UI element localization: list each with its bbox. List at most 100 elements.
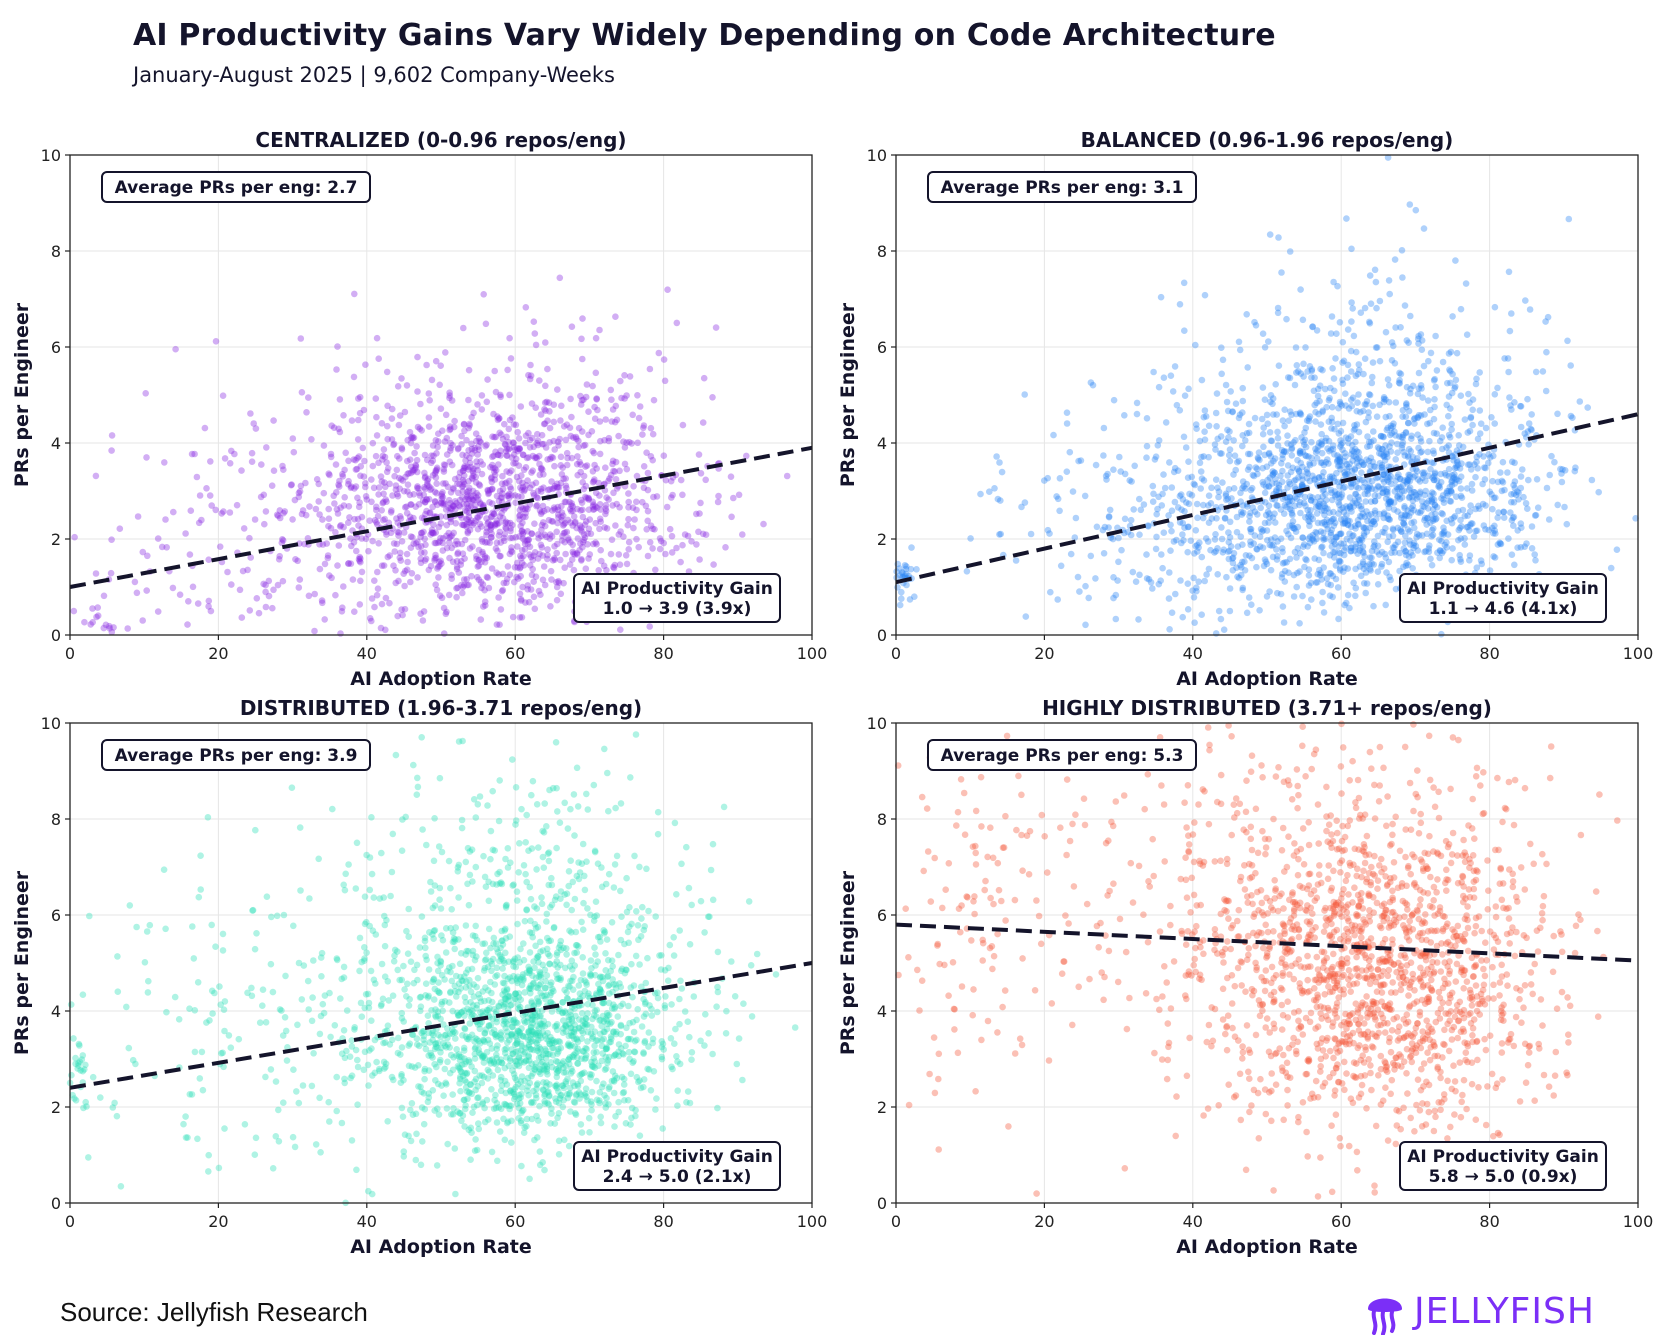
data-point bbox=[1446, 366, 1453, 374]
data-point bbox=[325, 515, 333, 522]
data-point bbox=[506, 391, 513, 399]
data-point bbox=[1265, 519, 1272, 526]
data-point bbox=[390, 440, 398, 448]
data-point bbox=[1607, 564, 1615, 572]
data-point bbox=[162, 516, 169, 523]
data-point bbox=[1430, 525, 1437, 532]
data-point bbox=[760, 520, 767, 528]
data-point bbox=[507, 1087, 514, 1095]
data-point bbox=[453, 593, 460, 601]
data-point bbox=[534, 441, 542, 449]
data-point bbox=[469, 521, 476, 529]
data-point bbox=[1194, 514, 1201, 522]
data-point bbox=[563, 421, 571, 429]
data-point bbox=[743, 452, 750, 460]
data-point bbox=[368, 595, 376, 602]
data-point bbox=[1255, 455, 1262, 463]
data-point bbox=[508, 467, 515, 475]
data-point bbox=[562, 475, 569, 482]
data-point bbox=[1143, 551, 1150, 558]
data-point bbox=[677, 977, 684, 985]
data-point bbox=[331, 1022, 339, 1029]
data-point bbox=[748, 1013, 756, 1020]
data-point bbox=[578, 335, 585, 343]
data-point bbox=[423, 496, 430, 503]
data-point bbox=[589, 478, 597, 486]
data-point bbox=[1244, 364, 1251, 371]
data-point bbox=[592, 334, 600, 342]
data-point bbox=[1398, 247, 1406, 254]
data-point bbox=[374, 585, 382, 592]
data-point bbox=[416, 489, 423, 497]
data-point bbox=[450, 503, 457, 510]
data-point bbox=[650, 396, 658, 404]
data-point bbox=[494, 1157, 501, 1165]
data-point bbox=[544, 551, 551, 559]
data-point bbox=[1457, 485, 1465, 492]
data-point bbox=[373, 432, 381, 439]
data-point bbox=[1136, 495, 1143, 503]
data-point bbox=[279, 537, 287, 544]
data-point bbox=[1367, 511, 1375, 518]
data-point bbox=[318, 597, 326, 604]
data-point bbox=[1171, 363, 1179, 370]
data-point bbox=[462, 984, 470, 991]
data-point bbox=[1431, 396, 1438, 403]
data-point bbox=[562, 436, 570, 444]
data-point bbox=[516, 590, 524, 598]
data-point bbox=[1312, 418, 1319, 425]
data-point bbox=[1190, 594, 1198, 601]
data-point bbox=[1281, 559, 1288, 566]
data-point bbox=[1100, 452, 1107, 459]
data-point bbox=[1302, 344, 1309, 351]
data-point bbox=[1500, 514, 1508, 521]
data-point bbox=[1417, 435, 1424, 442]
data-point bbox=[522, 439, 529, 447]
data-point bbox=[1335, 615, 1342, 623]
data-point bbox=[445, 591, 453, 599]
data-point bbox=[1430, 515, 1437, 523]
data-point bbox=[1284, 374, 1292, 381]
data-point bbox=[1215, 607, 1223, 615]
data-point bbox=[456, 503, 464, 510]
data-point bbox=[461, 427, 468, 435]
data-point bbox=[407, 501, 415, 508]
data-point bbox=[1226, 607, 1234, 615]
data-point bbox=[1194, 548, 1201, 555]
data-point bbox=[1092, 575, 1099, 582]
data-point bbox=[1443, 401, 1450, 409]
data-point bbox=[1508, 498, 1515, 506]
data-point bbox=[1201, 428, 1208, 436]
data-point bbox=[216, 543, 224, 550]
data-point bbox=[1329, 403, 1336, 411]
data-point bbox=[1287, 408, 1294, 415]
data-point bbox=[535, 452, 543, 460]
average-annotation: Average PRs per eng: 3.1 bbox=[927, 171, 1197, 203]
data-point bbox=[441, 1065, 449, 1073]
data-point bbox=[1532, 368, 1540, 376]
data-point bbox=[1524, 505, 1531, 512]
data-point bbox=[409, 534, 416, 541]
data-point bbox=[1298, 434, 1305, 441]
data-point bbox=[1230, 550, 1238, 557]
data-point bbox=[551, 556, 559, 563]
data-point bbox=[1336, 398, 1344, 406]
data-point bbox=[445, 496, 453, 504]
data-point bbox=[1525, 441, 1532, 448]
chart-title: BALANCED (0.96-1.96 repos/eng) bbox=[1081, 128, 1454, 152]
data-point bbox=[1237, 571, 1245, 579]
data-point bbox=[1363, 401, 1370, 408]
data-point bbox=[598, 557, 605, 565]
data-point bbox=[280, 509, 287, 517]
data-point bbox=[1427, 349, 1435, 357]
data-point bbox=[1117, 468, 1124, 475]
data-point bbox=[483, 573, 491, 581]
data-point bbox=[688, 1056, 695, 1063]
data-point bbox=[414, 484, 421, 492]
data-point bbox=[425, 495, 433, 503]
data-point bbox=[609, 502, 616, 509]
data-point bbox=[613, 500, 620, 508]
data-point bbox=[503, 579, 510, 587]
data-point bbox=[194, 600, 202, 607]
data-point bbox=[1508, 551, 1516, 558]
